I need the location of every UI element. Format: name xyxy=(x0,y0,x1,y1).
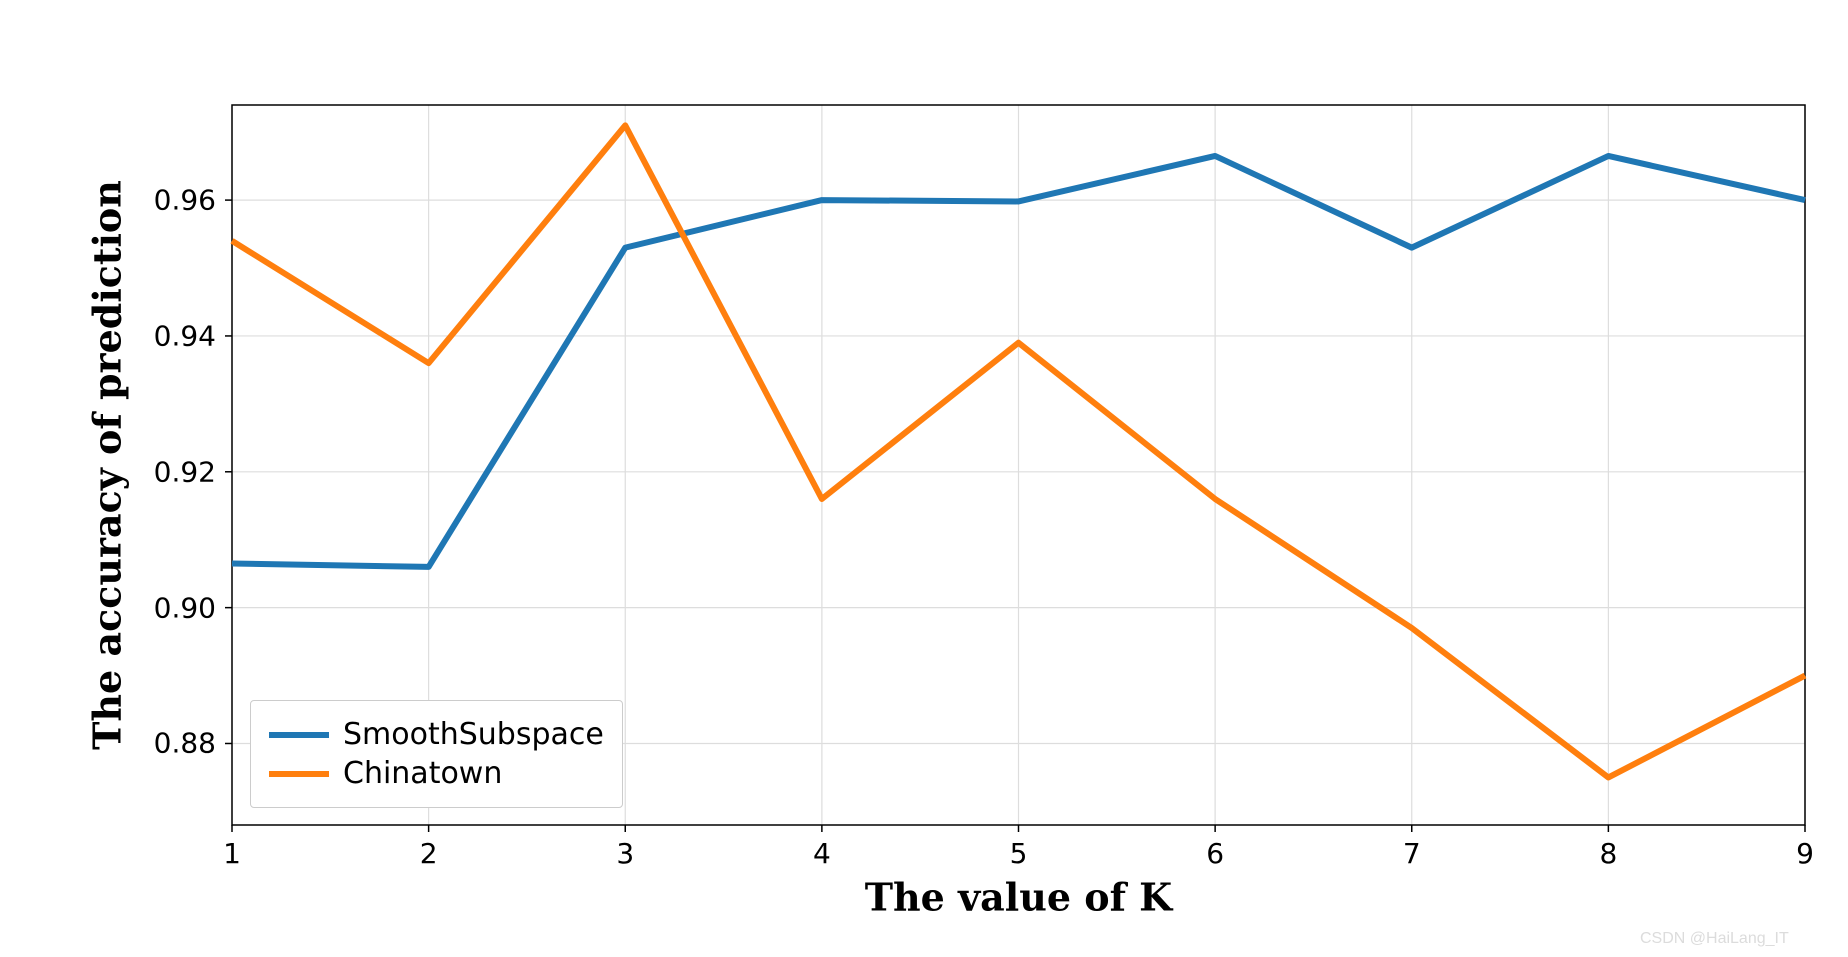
legend-row: Chinatown xyxy=(269,756,604,791)
x-tick-label: 5 xyxy=(1010,837,1028,870)
y-tick-label: 0.94 xyxy=(154,319,216,352)
x-axis-label: The value of K xyxy=(865,875,1172,920)
legend-label: Chinatown xyxy=(343,756,502,791)
y-tick-label: 0.88 xyxy=(154,727,216,760)
chart-container: The accuracy of prediction The value of … xyxy=(0,0,1848,953)
x-tick-label: 6 xyxy=(1206,837,1224,870)
x-tick-label: 1 xyxy=(223,837,241,870)
x-tick-label: 3 xyxy=(616,837,634,870)
chart-svg xyxy=(0,0,1848,953)
x-tick-label: 9 xyxy=(1796,837,1814,870)
watermark: CSDN @HaiLang_IT xyxy=(1640,930,1789,948)
legend-swatch xyxy=(269,771,329,777)
legend-label: SmoothSubspace xyxy=(343,717,604,752)
x-tick-label: 8 xyxy=(1599,837,1617,870)
y-tick-label: 0.90 xyxy=(154,591,216,624)
y-axis-label: The accuracy of prediction xyxy=(85,180,130,750)
x-tick-label: 7 xyxy=(1403,837,1421,870)
legend-row: SmoothSubspace xyxy=(269,717,604,752)
x-tick-label: 4 xyxy=(813,837,831,870)
legend-swatch xyxy=(269,732,329,738)
legend: SmoothSubspace Chinatown xyxy=(250,700,623,808)
y-tick-label: 0.96 xyxy=(154,184,216,217)
y-tick-label: 0.92 xyxy=(154,455,216,488)
x-tick-label: 2 xyxy=(420,837,438,870)
